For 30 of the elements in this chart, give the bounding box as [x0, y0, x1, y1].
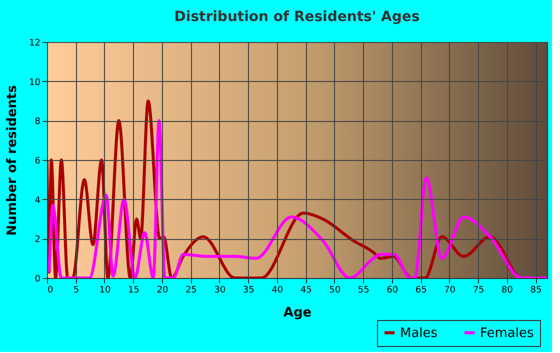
x-tick-label: 30 — [214, 286, 226, 296]
y-tick-label: 0 — [34, 274, 41, 284]
y-tick-label: 12 — [29, 38, 40, 48]
y-tick-label: 6 — [34, 156, 41, 166]
x-tick-label: 65 — [415, 286, 427, 296]
x-tick-label: 85 — [530, 286, 542, 296]
y-tick-label: 4 — [34, 196, 41, 206]
x-tick-label: 10 — [99, 286, 111, 296]
x-tick-label: 20 — [156, 286, 168, 296]
x-tick-label: 45 — [300, 286, 312, 296]
y-tick-label: 2 — [34, 235, 40, 246]
x-tick-label: 75 — [472, 286, 484, 296]
x-tick-label: 80 — [502, 286, 514, 296]
x-tick-label: 15 — [128, 286, 140, 296]
y-axis-title: Number of residents — [5, 84, 20, 236]
x-tick-label: 40 — [272, 286, 284, 296]
legend-label: Males — [400, 326, 438, 341]
x-tick-label: 70 — [444, 286, 456, 296]
x-tick-label: 5 — [73, 286, 80, 296]
x-tick-label: 25 — [185, 286, 197, 296]
x-axis-title: Age — [283, 306, 312, 320]
x-tick-label: 0 — [48, 286, 54, 296]
x-tick-label: 35 — [242, 286, 254, 296]
y-tick-label: 8 — [34, 117, 41, 128]
x-tick-label: 55 — [358, 286, 370, 296]
chart-title: Distribution of Residents' Ages — [174, 9, 420, 25]
y-tick-label: 10 — [29, 78, 41, 88]
legend-label: Females — [480, 326, 534, 341]
x-tick-label: 60 — [386, 286, 398, 296]
x-tick-label: 50 — [329, 286, 341, 296]
